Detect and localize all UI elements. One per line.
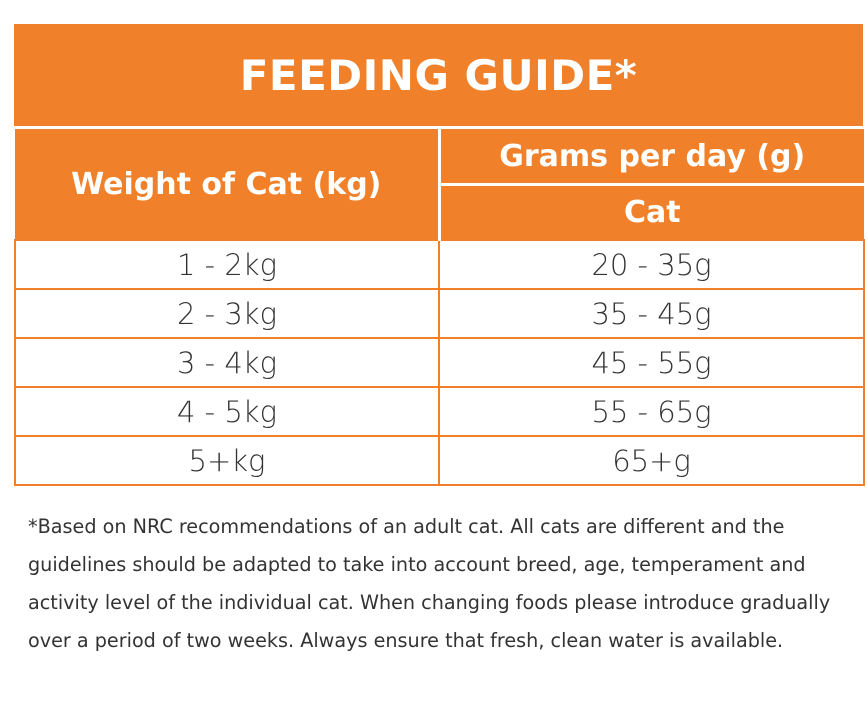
grams-cell: 65+g <box>438 435 865 486</box>
cat-subheader: Cat <box>439 184 864 240</box>
footnote: *Based on NRC recommendations of an adul… <box>28 515 831 652</box>
weight-cell: 2 - 3kg <box>14 288 440 339</box>
grams-cell: 55 - 65g <box>438 386 865 437</box>
table-row: 2 - 3kg 35 - 45g <box>14 288 865 339</box>
weight-cell: 4 - 5kg <box>14 386 440 437</box>
weight-cell: 1 - 2kg <box>14 239 440 290</box>
weight-cell: 3 - 4kg <box>14 337 440 388</box>
grams-cell: 20 - 35g <box>438 239 865 290</box>
grams-cell: 35 - 45g <box>438 288 865 339</box>
feeding-table: Weight of Cat (kg) Grams per day (g) Cat… <box>14 129 865 486</box>
weight-column-header: Weight of Cat (kg) <box>15 129 441 240</box>
table-row: 5+kg 65+g <box>14 435 865 486</box>
feeding-guide-title: FEEDING GUIDE* <box>14 24 863 129</box>
feeding-guide: FEEDING GUIDE* Weight of Cat (kg) Grams … <box>14 24 865 486</box>
table-row: 1 - 2kg 20 - 35g <box>14 239 865 290</box>
weight-cell: 5+kg <box>14 435 440 486</box>
grams-cell: 45 - 55g <box>438 337 865 388</box>
table-row: 3 - 4kg 45 - 55g <box>14 337 865 388</box>
table-row: 4 - 5kg 55 - 65g <box>14 386 865 437</box>
grams-column-header: Grams per day (g) <box>439 129 864 186</box>
